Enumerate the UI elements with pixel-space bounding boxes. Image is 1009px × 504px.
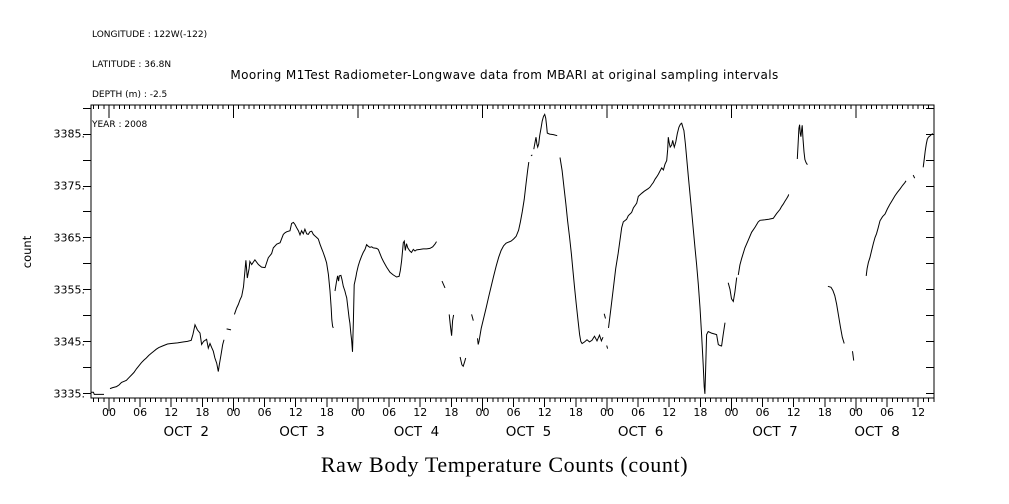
longitude-line: LONGITUDE : 122W(-122) bbox=[92, 30, 208, 40]
hour-tick-label: 06 bbox=[258, 406, 272, 419]
data-line-segment bbox=[533, 113, 558, 150]
year-line: YEAR : 2008 bbox=[92, 120, 148, 130]
data-line-segment bbox=[727, 277, 738, 303]
date-label: OCT 7 bbox=[752, 424, 797, 440]
data-line-segment bbox=[233, 221, 334, 329]
data-line-segment bbox=[922, 133, 934, 168]
hour-tick-label: 06 bbox=[133, 406, 147, 419]
hour-tick-label: 00 bbox=[849, 406, 863, 419]
depth-line: DEPTH (m) : -2.5 bbox=[92, 90, 168, 100]
hour-tick-label: 12 bbox=[662, 406, 676, 419]
hour-tick-label: 18 bbox=[195, 406, 209, 419]
y-tick-label: 3345. bbox=[54, 335, 86, 348]
data-line-segment bbox=[827, 285, 845, 344]
data-line-segment bbox=[109, 323, 225, 390]
y-tick-label: 3375. bbox=[54, 180, 86, 193]
hour-tick-label: 12 bbox=[787, 406, 801, 419]
data-line-segment bbox=[471, 314, 474, 321]
date-label: OCT 6 bbox=[618, 424, 663, 440]
y-axis-label: count bbox=[20, 235, 34, 268]
date-label: OCT 5 bbox=[506, 424, 551, 440]
data-line-segment bbox=[603, 313, 606, 319]
hour-tick-label: 18 bbox=[569, 406, 583, 419]
data-line-segment bbox=[448, 314, 455, 336]
data-line-segment bbox=[226, 328, 232, 331]
y-tick-label: 3335. bbox=[54, 387, 86, 400]
hour-tick-label: 12 bbox=[413, 406, 427, 419]
hour-tick-label: 18 bbox=[444, 406, 458, 419]
station-info-block: LONGITUDE : 122W(-122) LATITUDE : 36.8N … bbox=[92, 10, 207, 150]
data-line-segment bbox=[608, 122, 726, 394]
date-label: OCT 3 bbox=[279, 424, 324, 440]
hour-tick-label: 06 bbox=[382, 406, 396, 419]
data-line-segment bbox=[912, 174, 916, 179]
data-line-segment bbox=[796, 124, 808, 165]
chart-title: Mooring M1Test Radiometer-Longwave data … bbox=[230, 68, 779, 82]
data-line-segment bbox=[441, 280, 446, 289]
hour-tick-label: 18 bbox=[693, 406, 707, 419]
data-line-segment bbox=[559, 157, 604, 345]
hour-tick-label: 00 bbox=[724, 406, 738, 419]
latitude-line: LATITUDE : 36.8N bbox=[92, 60, 172, 70]
hour-tick-label: 12 bbox=[911, 406, 925, 419]
hour-tick-label: 00 bbox=[475, 406, 489, 419]
hour-tick-label: 00 bbox=[226, 406, 240, 419]
data-line-segment bbox=[852, 351, 855, 361]
hour-tick-label: 00 bbox=[600, 406, 614, 419]
hour-tick-label: 00 bbox=[102, 406, 116, 419]
data-line-segment bbox=[606, 345, 609, 349]
hour-tick-label: 12 bbox=[164, 406, 178, 419]
hour-tick-label: 06 bbox=[507, 406, 521, 419]
hour-tick-label: 12 bbox=[289, 406, 303, 419]
plot-frame bbox=[90, 104, 935, 399]
data-line-segment bbox=[865, 180, 907, 276]
hour-tick-label: 12 bbox=[538, 406, 552, 419]
y-tick-label: 3385. bbox=[54, 128, 86, 141]
date-label: OCT 2 bbox=[163, 424, 208, 440]
hour-tick-label: 18 bbox=[320, 406, 334, 419]
hour-tick-label: 06 bbox=[880, 406, 894, 419]
date-label: OCT 4 bbox=[394, 424, 439, 440]
hour-tick-label: 06 bbox=[756, 406, 770, 419]
hour-tick-label: 06 bbox=[631, 406, 645, 419]
hour-tick-label: 00 bbox=[351, 406, 365, 419]
y-tick-label: 3365. bbox=[54, 231, 86, 244]
hour-tick-label: 18 bbox=[818, 406, 832, 419]
data-line-segment bbox=[334, 239, 437, 352]
data-line-segment bbox=[477, 162, 530, 345]
data-line-segment bbox=[737, 194, 790, 275]
data-line-segment bbox=[530, 154, 533, 157]
date-label: OCT 8 bbox=[854, 424, 899, 440]
data-line-segment bbox=[91, 391, 104, 395]
data-line-segment bbox=[459, 356, 467, 368]
y-tick-label: 3355. bbox=[54, 283, 86, 296]
x-axis-title: Raw Body Temperature Counts (count) bbox=[320, 452, 689, 477]
